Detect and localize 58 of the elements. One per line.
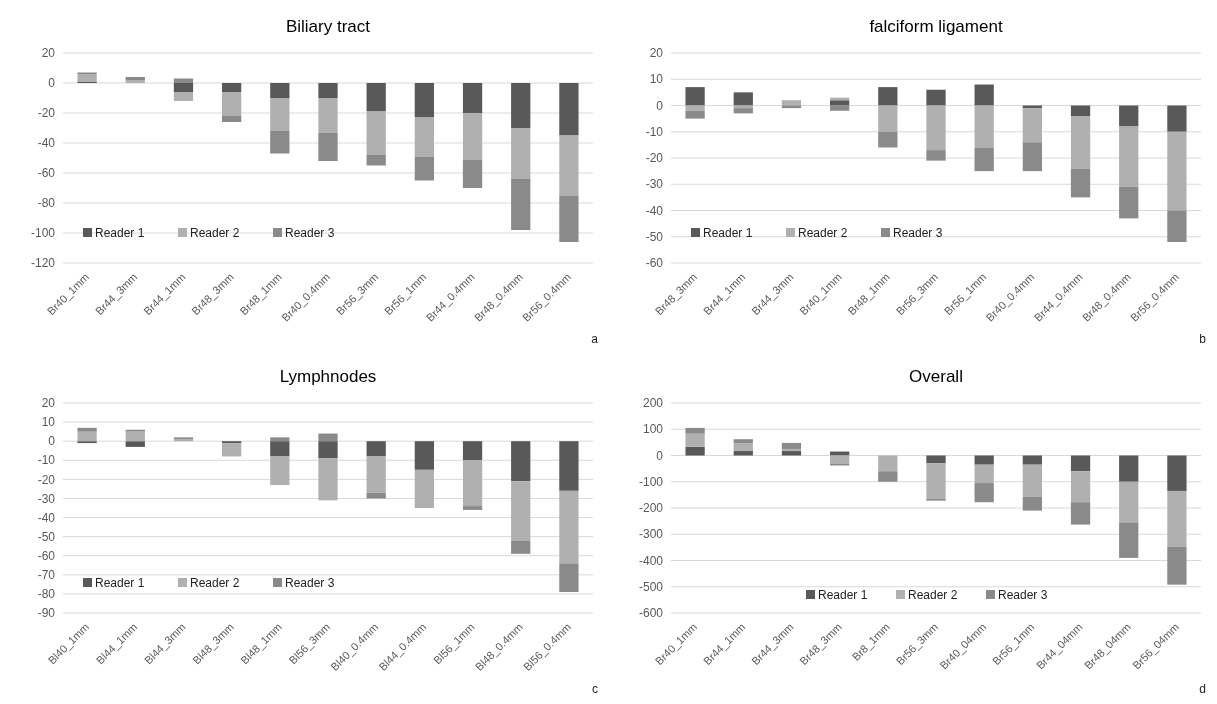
- y-tick-label: -80: [37, 587, 56, 602]
- legend-label: Reader 1: [95, 226, 145, 241]
- y-tick-label: 0: [48, 434, 56, 449]
- y-tick-label: -50: [645, 229, 664, 244]
- y-tick-label: -70: [37, 568, 56, 583]
- y-tick-label: 200: [642, 396, 664, 411]
- y-tick-label: 0: [656, 98, 664, 113]
- chart-title: Lymphnodes: [279, 367, 377, 386]
- legend-label: Reader 2: [190, 576, 240, 591]
- text: b: [1199, 332, 1207, 346]
- y-tick-label: 20: [41, 396, 56, 411]
- y-tick-label: -600: [638, 606, 664, 621]
- legend-label: Reader 2: [798, 226, 848, 241]
- legend-label: Reader 3: [285, 576, 335, 591]
- y-tick-label: -60: [37, 166, 56, 181]
- y-tick-label: 100: [642, 422, 664, 437]
- y-tick-label: -30: [37, 491, 56, 506]
- y-tick-label: 10: [649, 72, 664, 87]
- y-tick-label: -90: [37, 606, 56, 621]
- text: d: [1199, 682, 1206, 696]
- chart-title: Overall: [909, 367, 963, 386]
- legend-label: Reader 1: [703, 226, 753, 241]
- y-tick-label: -200: [638, 501, 664, 516]
- y-tick-label: -120: [30, 256, 56, 271]
- legend-label: Reader 3: [285, 226, 335, 241]
- legend-label: Reader 1: [818, 588, 868, 603]
- text: a: [591, 332, 599, 346]
- y-tick-label: -10: [645, 124, 664, 139]
- y-tick-label: 0: [656, 448, 664, 463]
- y-tick-label: -20: [645, 151, 664, 166]
- legend-label: Reader 2: [190, 226, 240, 241]
- y-tick-label: -40: [645, 203, 664, 218]
- y-tick-label: 0: [48, 76, 56, 91]
- y-tick-label: -500: [638, 579, 664, 594]
- y-tick-label: 20: [649, 46, 664, 61]
- y-tick-label: -100: [30, 226, 56, 241]
- chart-title: falciform ligament: [869, 17, 1003, 36]
- y-tick-label: 20: [41, 46, 56, 61]
- y-tick-label: -20: [37, 106, 56, 121]
- y-tick-label: -30: [645, 177, 664, 192]
- legend-label: Reader 2: [908, 588, 958, 603]
- y-tick-label: -40: [37, 510, 56, 525]
- y-tick-label: -80: [37, 196, 56, 211]
- y-tick-label: 10: [41, 415, 56, 430]
- text: c: [592, 682, 598, 696]
- y-tick-label: -300: [638, 527, 664, 542]
- y-tick-label: -10: [37, 453, 56, 468]
- y-tick-label: -50: [37, 529, 56, 544]
- legend-label: Reader 3: [893, 226, 943, 241]
- y-tick-label: -60: [37, 548, 56, 563]
- y-tick-label: -100: [638, 474, 664, 489]
- legend-label: Reader 1: [95, 576, 145, 591]
- y-tick-label: -60: [645, 256, 664, 271]
- legend-label: Reader 3: [998, 588, 1048, 603]
- y-tick-label: -40: [37, 136, 56, 151]
- y-tick-label: -400: [638, 553, 664, 568]
- chart-title: Biliary tract: [285, 17, 371, 36]
- y-tick-label: -20: [37, 472, 56, 487]
